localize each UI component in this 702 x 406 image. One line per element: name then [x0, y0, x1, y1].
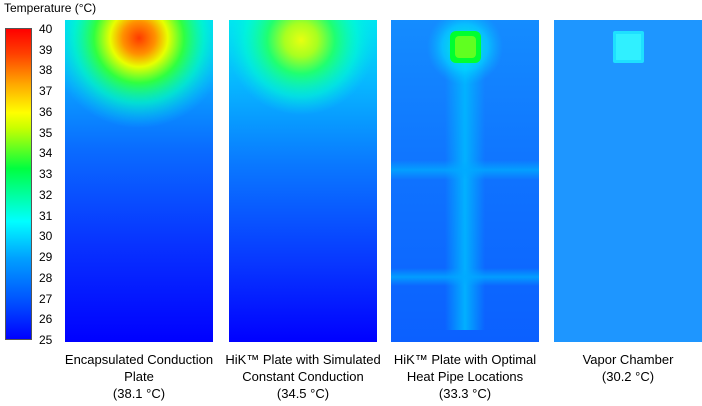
- caption-max-temp: (38.1 °C): [112, 386, 166, 401]
- colorbar-tick-label: 38: [39, 63, 53, 78]
- colorbar-tick-label: 28: [39, 270, 53, 285]
- thermal-map-vapor-chamber: [554, 20, 702, 342]
- colorbar-tick-label: 30: [39, 229, 53, 244]
- caption-line1: HiK™ Plate with Optimal: [393, 352, 537, 367]
- temperature-colorbar: [5, 28, 32, 340]
- colorbar-tick-label: 33: [39, 167, 53, 182]
- thermal-map-encapsulated-plate: [65, 20, 213, 342]
- colorbar-tick-label: 34: [39, 146, 53, 161]
- caption-encapsulated-plate: Encapsulated Conduction Plate (38.1 °C): [53, 351, 225, 402]
- colorbar-tick-label: 27: [39, 291, 53, 306]
- colorbar-tick-label: 40: [39, 22, 53, 36]
- colorbar-tick-label: 25: [39, 333, 53, 347]
- colorbar-tick-label: 32: [39, 187, 53, 202]
- colorbar-tick-label: 37: [39, 84, 53, 99]
- legend-title: Temperature (°C): [4, 1, 97, 15]
- caption-line2: Heat Pipe Locations: [406, 369, 524, 384]
- thermal-map-hik-heat-pipes: [391, 20, 539, 342]
- colorbar-tick-label: 36: [39, 104, 53, 119]
- thermal-map-hik-constant-conduction: [229, 20, 377, 342]
- caption-line2: Constant Conduction: [242, 369, 364, 384]
- caption-max-temp: (30.2 °C): [601, 369, 655, 384]
- caption-hik-heat-pipes: HiK™ Plate with Optimal Heat Pipe Locati…: [379, 351, 551, 402]
- colorbar-tick-label: 39: [39, 42, 53, 57]
- caption-hik-constant-conduction: HiK™ Plate with Simulated Constant Condu…: [217, 351, 389, 402]
- colorbar-tick-label: 29: [39, 250, 53, 265]
- caption-line2: Plate: [124, 369, 154, 384]
- caption-line1: Vapor Chamber: [582, 352, 674, 367]
- caption-max-temp: (34.5 °C): [276, 386, 330, 401]
- caption-max-temp: (33.3 °C): [438, 386, 492, 401]
- colorbar-tick-label: 35: [39, 125, 53, 140]
- colorbar-tick-label: 26: [39, 312, 53, 327]
- caption-vapor-chamber: Vapor Chamber (30.2 °C): [542, 351, 702, 385]
- caption-line1: HiK™ Plate with Simulated: [225, 352, 381, 367]
- colorbar-tick-label: 31: [39, 208, 53, 223]
- caption-line1: Encapsulated Conduction: [64, 352, 214, 367]
